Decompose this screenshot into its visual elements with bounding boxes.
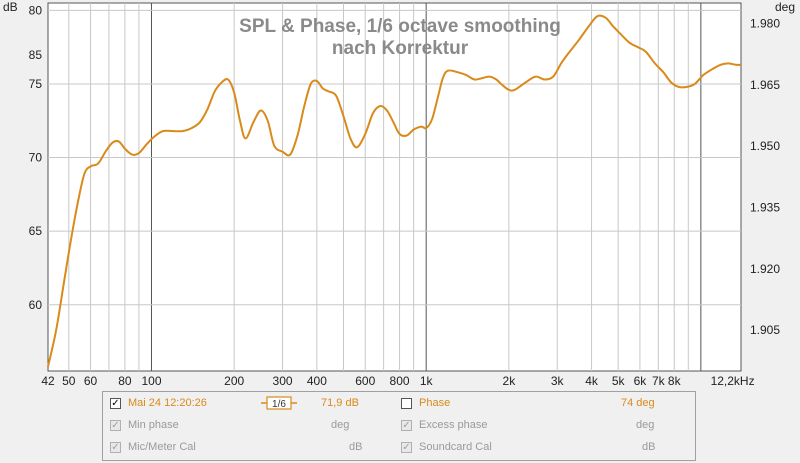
phase-value: 74 deg [621,397,655,409]
excess-phase-checkbox[interactable]: ✓ [401,420,412,431]
x-tick-label: 6k [634,374,648,388]
x-tick-label: 3k [551,374,565,388]
x-tick-label: 1k [420,374,434,388]
y-tick-label-right: 1.905 [750,323,780,337]
x-tick-label: 300 [273,374,293,388]
mic-cal-unit: dB [349,441,363,453]
y-axis-right-label: deg [775,0,795,14]
x-tick-label: 800 [390,374,410,388]
grid [48,3,741,371]
excess-phase-label: Excess phase [419,419,488,431]
smoothing-indicator[interactable]: 1/6 [261,396,297,410]
x-tick-label: 600 [355,374,375,388]
measurement-label: Mai 24 12:20:26 [128,397,207,409]
y-tick-labels-left: 60 65 70 75 80 85 [29,3,43,311]
y-tick-label: 75 [29,77,43,91]
x-tick-label: 400 [307,374,327,388]
y-axis-left-label: dB [3,0,18,14]
min-phase-unit: deg [331,419,350,431]
spl-series-line [47,14,742,367]
legend-row-measurement: ✓ Mai 24 12:20:26 1/6 71,9 dB Phase 74 d… [103,394,695,414]
y-tick-labels-right: 1.905 1.920 1.935 1.950 1.965 1.980 [750,16,780,337]
x-tick-label: 50 [62,374,76,388]
x-tick-label: 2k [503,374,517,388]
soundcard-cal-unit: dB [642,441,656,453]
smoothing-label: 1/6 [272,399,286,410]
y-tick-label-right: 1.935 [750,200,780,214]
chart-title: SPL & Phase, 1/6 octave smoothing [239,16,561,37]
min-phase-checkbox[interactable]: ✓ [110,420,121,431]
min-phase-label: Min phase [128,419,179,431]
x-tick-label: 5k [612,374,626,388]
x-tick-label: 42 [41,374,55,388]
x-tick-label: 200 [224,374,244,388]
y-tick-label-right: 1.965 [750,78,780,92]
y-tick-label-right: 1.980 [750,16,780,30]
soundcard-cal-checkbox[interactable]: ✓ [401,442,412,453]
y-tick-label: 80 [29,3,43,17]
phase-label: Phase [419,397,451,409]
y-tick-label: 85 [29,48,43,62]
x-tick-labels: 42 50 60 80 100 200 300 400 600 800 1k 2k 3k 4k 5k 6k 7k… [41,374,754,388]
mic-cal-checkbox[interactable]: ✓ [110,442,121,453]
y-tick-label-right: 1.920 [750,262,780,276]
measurement-value: 71,9 dB [321,397,359,409]
y-tick-label-right: 1.950 [750,139,780,153]
phase-checkbox[interactable] [401,398,412,409]
excess-phase-unit: deg [636,419,655,431]
x-tick-label: 80 [118,374,132,388]
x-tick-label: 12,2kHz [711,374,755,388]
x-tick-label: 8k [668,374,682,388]
x-tick-label: 60 [84,374,98,388]
y-tick-label: 65 [29,224,43,238]
spl-chart[interactable]: 42 50 60 80 100 200 300 400 600 800 1k 2k 3k 4k 5k 6k 7k… [0,0,800,390]
x-tick-label: 4k [585,374,599,388]
plot-background [47,2,742,372]
soundcard-cal-label: Soundcard Cal [419,441,492,453]
y-tick-label: 70 [29,151,43,165]
chart-subtitle: nach Korrektur [332,38,469,59]
legend-row-cal: ✓ Mic/Meter Cal dB ✓ Soundcard Cal dB [103,438,695,458]
legend-panel: ✓ Mai 24 12:20:26 1/6 71,9 dB Phase 74 d… [102,391,696,461]
measurement-checkbox[interactable]: ✓ [110,398,121,409]
x-tick-label: 100 [141,374,161,388]
mic-cal-label: Mic/Meter Cal [128,441,196,453]
y-tick-label: 60 [29,298,43,312]
legend-row-min-phase: ✓ Min phase deg ✓ Excess phase deg [103,416,695,436]
x-tick-label: 7k [652,374,666,388]
